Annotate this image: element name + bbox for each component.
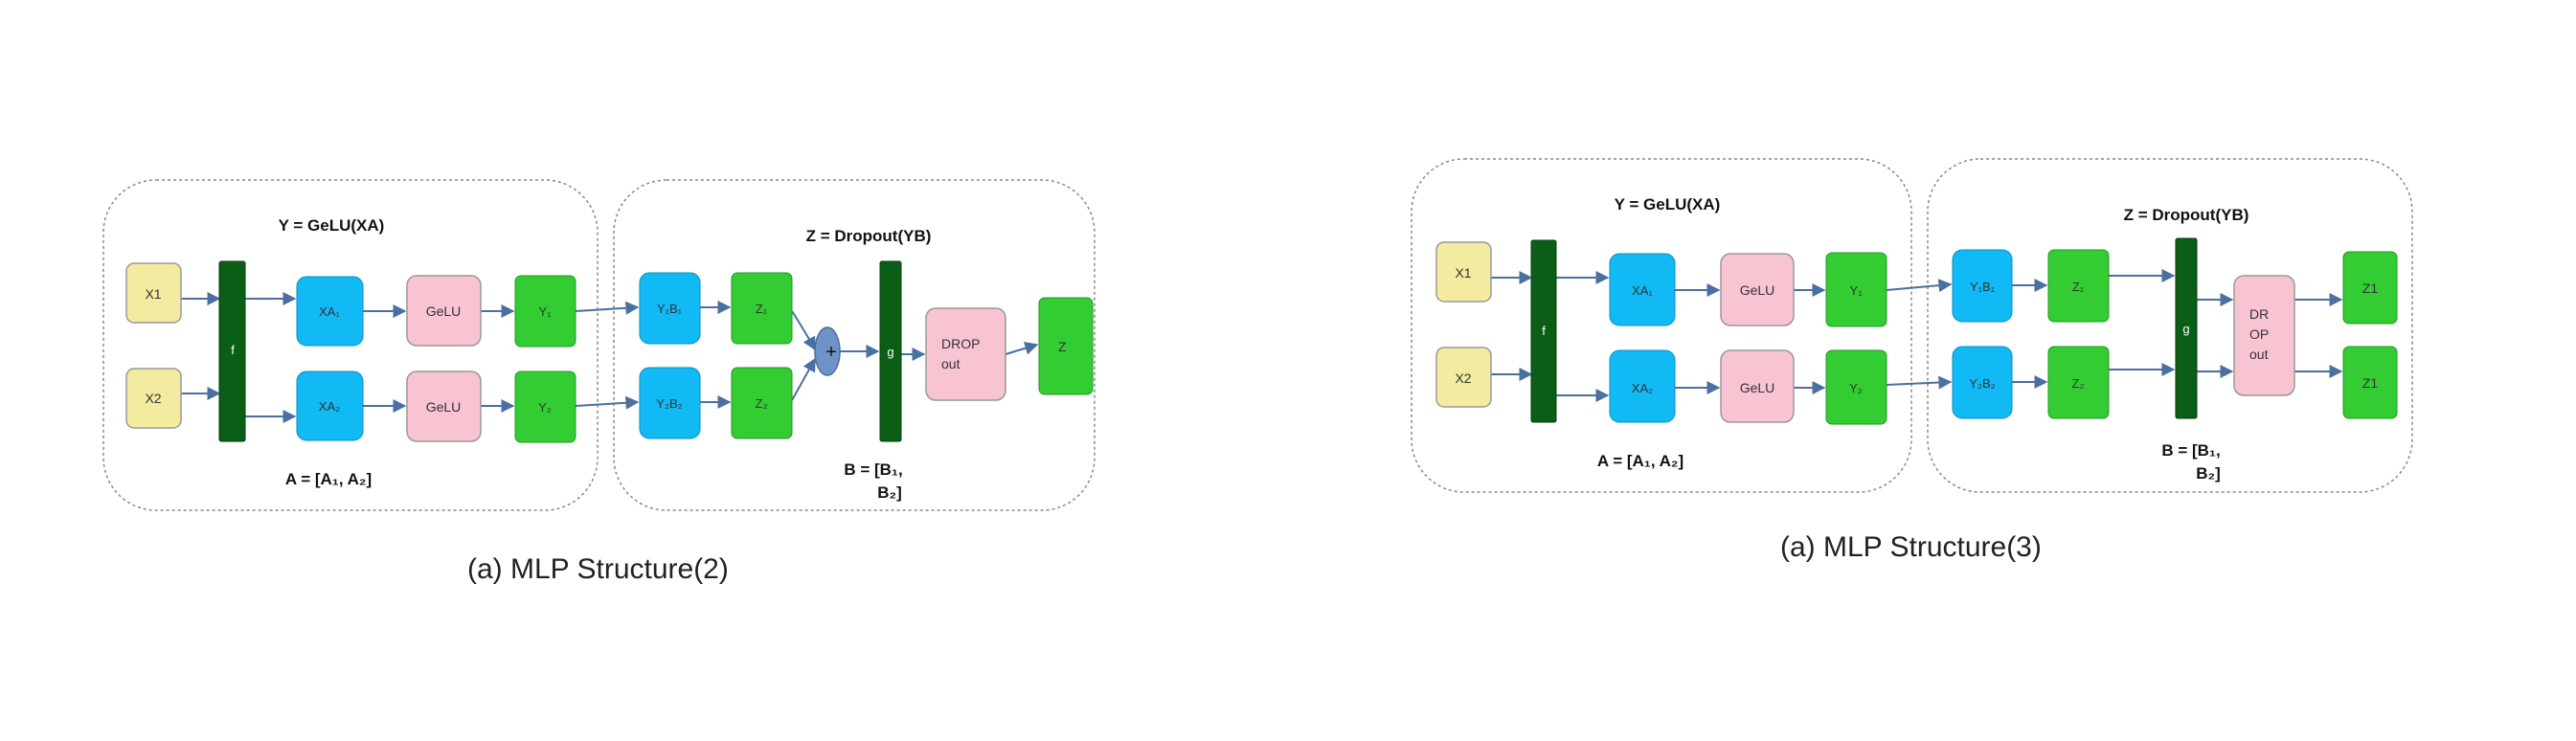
g-bar-label: g (2182, 322, 2189, 336)
panel-f-section (102, 179, 599, 511)
output-z-label: Z (1058, 339, 1067, 354)
yb1-label: Y₁B₁ (657, 302, 683, 316)
y1-label: Y₁ (1849, 283, 1863, 298)
output-z-box (1038, 297, 1094, 395)
y2-box (1825, 349, 1887, 425)
equation-a: A = [A₁, A₂] (285, 470, 372, 488)
yb2-label: Y₂B₂ (1969, 376, 1995, 391)
equation-b-line2: B₂] (2196, 464, 2221, 483)
output-z1-bottom-label: Z1 (2362, 375, 2379, 391)
input-x1-box (125, 262, 182, 324)
y1-label: Y₁ (538, 304, 552, 319)
xa2-box (296, 370, 364, 441)
z2-label: Z₂ (2072, 376, 2085, 391)
gelu2-box (406, 370, 482, 442)
gelu1-label: GeLU (426, 303, 462, 319)
xa1-label: XA₁ (319, 304, 340, 319)
gelu1-label: GeLU (1740, 282, 1775, 298)
yb2-box (1952, 346, 2013, 419)
f-bar-label: f (231, 343, 235, 357)
dropout-box (2233, 275, 2295, 396)
z1-box (2047, 249, 2110, 323)
dropout-label-line1: DR (2249, 306, 2269, 322)
gelu2-box (1720, 349, 1795, 423)
z1-label: Z₁ (2072, 280, 2085, 294)
sum-node-label: + (825, 342, 837, 363)
equation-y: Y = GeLU(XA) (1615, 195, 1721, 213)
sum-node (814, 326, 841, 376)
xa1-box (1609, 253, 1676, 326)
input-x1-label: X1 (145, 286, 161, 302)
z1-label: Z₁ (756, 302, 768, 316)
z1-box (731, 272, 793, 345)
connectors (181, 292, 1039, 423)
xa1-label: XA₁ (1632, 283, 1653, 298)
equation-y: Y = GeLU(XA) (279, 216, 385, 235)
input-x2-box (1435, 347, 1492, 408)
panel-g-section (1927, 158, 2413, 493)
input-x2-box (125, 368, 182, 429)
yb2-label: Y₂B₂ (656, 396, 682, 411)
dropout-label-line3: out (2249, 347, 2269, 362)
panel-f-section (1411, 158, 1912, 493)
g-bar (879, 260, 902, 442)
z2-box (2047, 346, 2110, 419)
gelu2-label: GeLU (426, 399, 462, 415)
yb1-box (1952, 249, 2013, 323)
yb1-label: Y₁B₁ (1970, 280, 1996, 294)
f-bar (218, 260, 246, 442)
panel-g-section (613, 179, 1096, 511)
equation-b-line1: B = [B₁, (2161, 441, 2220, 460)
y1-box (514, 275, 576, 348)
dropout-label-line2: OP (2249, 326, 2269, 342)
dropout-box (925, 307, 1006, 401)
input-x2-label: X2 (1455, 370, 1471, 386)
z2-label: Z₂ (756, 396, 768, 411)
dropout-label-line1: DROP (941, 336, 980, 351)
equation-b-line1: B = [B₁, (844, 460, 902, 479)
equation-b-line2: B₂] (877, 483, 902, 502)
output-z1-top-label: Z1 (2362, 281, 2379, 296)
f-bar (1530, 239, 1557, 423)
xa2-box (1609, 349, 1676, 423)
figure-mlp-structure-3: Y = GeLU(XA) Z = Dropout(YB) A = [A₁, A₂… (1411, 158, 2413, 493)
y2-box (514, 370, 576, 443)
gelu1-box (406, 275, 482, 347)
y1-box (1825, 252, 1887, 327)
yb1-box (639, 272, 701, 345)
xa1-box (296, 276, 364, 347)
gelu1-box (1720, 253, 1795, 326)
equation-a: A = [A₁, A₂] (1597, 452, 1683, 470)
g-bar-label: g (887, 345, 893, 359)
connectors (1491, 269, 2343, 402)
y2-label: Y₂ (538, 400, 552, 415)
output-z1-bottom-box (2342, 346, 2398, 419)
xa2-label: XA₂ (1632, 381, 1653, 395)
caption-mlp-structure-2: (a) MLP Structure(2) (467, 553, 729, 585)
gelu2-label: GeLU (1740, 380, 1775, 395)
caption-mlp-structure-3: (a) MLP Structure(3) (1780, 531, 2042, 563)
dropout-label-line2: out (941, 356, 960, 371)
y2-label: Y₂ (1849, 381, 1863, 395)
figure-mlp-structure-2: Y = GeLU(XA) Z = Dropout(YB) A = [A₁, A₂… (102, 179, 1096, 511)
input-x1-box (1435, 241, 1492, 303)
input-x1-label: X1 (1455, 265, 1471, 281)
yb2-box (639, 367, 701, 439)
z2-box (731, 367, 793, 439)
xa2-label: XA₂ (319, 399, 340, 414)
f-bar-label: f (1542, 324, 1546, 338)
equation-z: Z = Dropout(YB) (2124, 206, 2249, 224)
equation-z: Z = Dropout(YB) (806, 227, 932, 245)
g-bar (2175, 237, 2198, 419)
input-x2-label: X2 (145, 391, 161, 406)
output-z1-top-box (2342, 251, 2398, 325)
